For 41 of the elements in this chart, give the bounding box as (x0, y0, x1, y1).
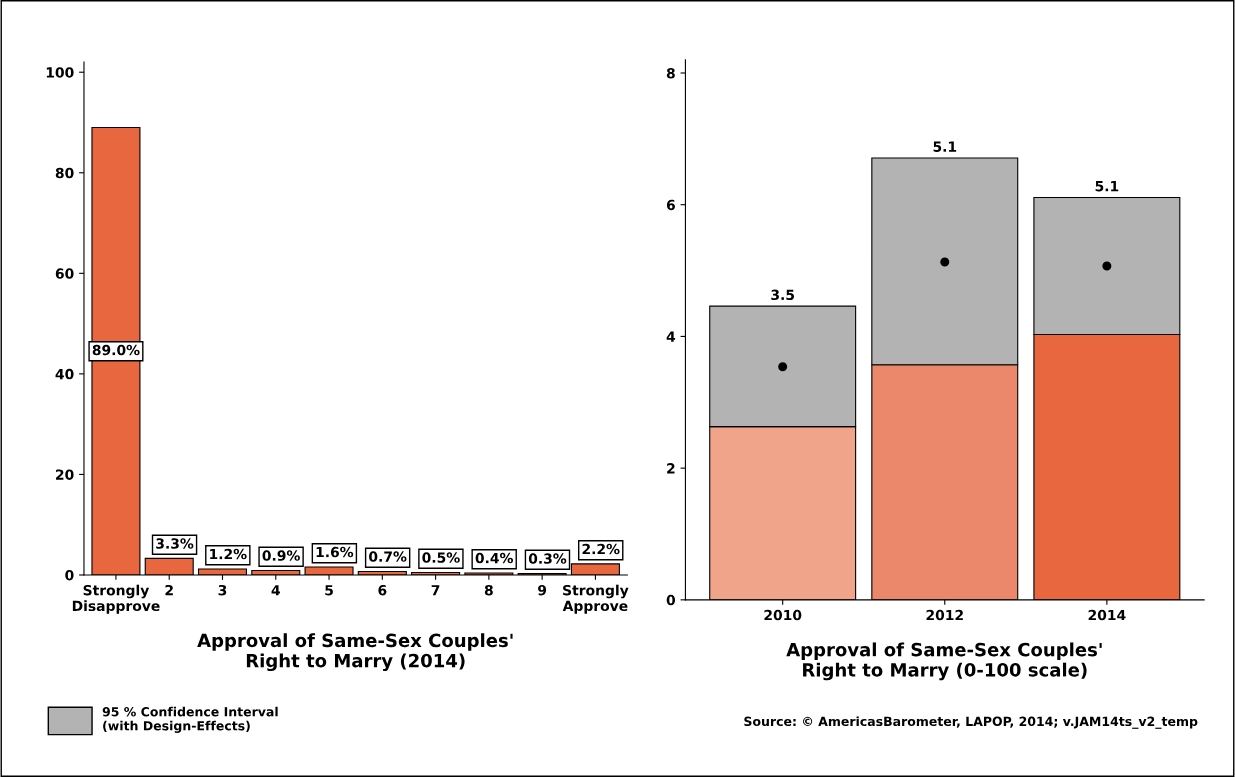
x-tick-label: 7 (431, 585, 440, 596)
data-label: 1.2% (210, 548, 247, 560)
y-tick-label: 6 (666, 199, 675, 211)
data-label: 1.6% (316, 546, 354, 558)
x-tick-label: 2010 (764, 609, 802, 621)
x-tick-label: 6 (378, 584, 387, 596)
x-tick-label: 2 (165, 584, 173, 596)
y-tick-label: 20 (56, 469, 74, 480)
data-label: 3.3% (156, 538, 194, 549)
legend-label: 95 % Confidence Interval (with Design-Effects) (102, 706, 278, 733)
x-tick-label: 4 (271, 585, 280, 596)
data-label: 89.0% (92, 344, 140, 356)
y-tick-label: 8 (666, 67, 675, 79)
x-tick-label: 5 (325, 585, 333, 596)
x-tick-label: Strongly Disapprove (72, 584, 160, 614)
data-label: 2.2% (582, 543, 620, 555)
x-tick-label: Strongly Approve (562, 584, 629, 614)
x-tick-label: 8 (484, 584, 493, 596)
data-label: 0.7% (369, 551, 407, 562)
x-tick-label: 2012 (926, 609, 963, 621)
y-tick-label: 4 (666, 331, 676, 342)
x-axis-title: Approval of Same-Sex Couples' Right to Marry (2014) (197, 633, 513, 672)
x-tick-label: 9 (538, 584, 547, 596)
y-tick-label: 60 (55, 268, 74, 279)
y-tick-label: 40 (55, 368, 74, 380)
x-tick-label: 2014 (1088, 609, 1126, 621)
source-note: Source: © AmericasBarometer, LAPOP, 2014; v.JAM14ts_v2_temp (744, 716, 1198, 729)
y-tick-label: 0 (666, 594, 676, 606)
annotation: 3.5 (771, 289, 795, 301)
y-tick-label: 0 (65, 569, 74, 581)
y-tick-label: 2 (667, 463, 675, 474)
data-label: 0.3% (528, 553, 567, 564)
data-label: 0.9% (262, 550, 300, 561)
annotation: 5.1 (1095, 181, 1119, 192)
x-axis-title: Approval of Same-Sex Couples' Right to Marry (0-100 scale) (786, 642, 1102, 681)
y-tick-label: 80 (55, 167, 74, 179)
y-tick-label: 100 (46, 67, 74, 78)
data-label: 0.5% (422, 552, 460, 563)
data-label: 0.4% (475, 552, 514, 564)
x-tick-label: 3 (218, 584, 227, 596)
annotation: 5.1 (933, 141, 957, 152)
